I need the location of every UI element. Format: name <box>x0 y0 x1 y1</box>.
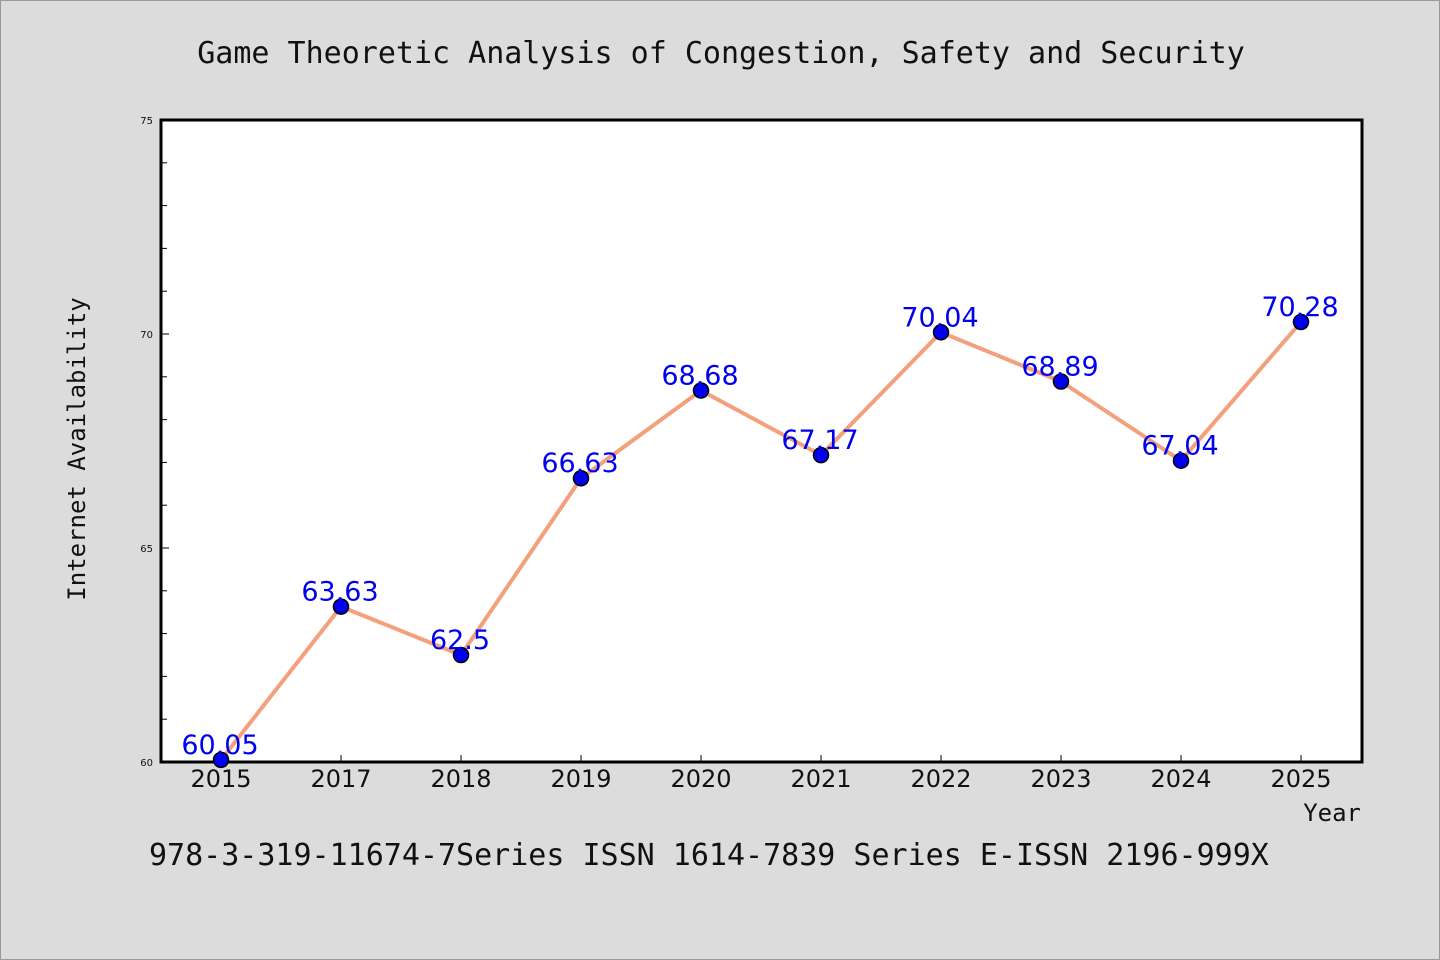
x-tick-label: 2024 <box>1150 765 1211 793</box>
data-point <box>332 598 350 615</box>
data-label: 66.63 <box>541 448 618 479</box>
x-tick-label: 2023 <box>1030 765 1091 793</box>
data-labels: 60.05 63.63 62.5 66.63 68.68 67.17 70.04 68.89 6… <box>181 292 1338 761</box>
data-label: 63.63 <box>301 577 378 608</box>
series-line-group <box>219 320 1303 762</box>
data-label: 68.68 <box>661 360 738 391</box>
data-label: 67.04 <box>1141 431 1218 462</box>
x-axis-label: Year <box>1303 799 1361 827</box>
x-tick-label: 2019 <box>550 765 611 793</box>
y-tick-label: 60 <box>140 758 153 769</box>
data-label: 62.5 <box>430 625 490 656</box>
data-label: 60.05 <box>181 730 258 761</box>
x-tick-label: 2025 <box>1270 765 1331 793</box>
data-markers <box>212 313 1310 769</box>
x-tick-label: 2018 <box>430 765 491 793</box>
footer-isbn-issn: 978-3-319-11674-7Series ISSN 1614-7839 S… <box>149 838 1269 873</box>
data-point <box>1172 452 1190 469</box>
x-tick-label: 2020 <box>670 765 731 793</box>
data-point <box>812 446 830 464</box>
chart-title: Game Theoretic Analysis of Congestion, S… <box>197 36 1245 71</box>
x-tick-label: 2021 <box>790 765 851 793</box>
x-axis: 2015 2017 2018 2019 2020 2021 2022 2023 2024 2025 <box>190 755 1332 793</box>
x-tick-label: 2022 <box>910 765 971 793</box>
data-point <box>452 646 470 664</box>
y-tick-label: 70 <box>140 330 153 341</box>
data-label: 68.89 <box>1021 352 1098 383</box>
data-point <box>572 469 590 487</box>
data-label: 70.04 <box>901 302 978 333</box>
y-axis: 60 65 70 75 <box>140 116 169 769</box>
data-label: 70.28 <box>1261 292 1338 323</box>
y-axis-label: Internet Availability <box>63 297 91 600</box>
series-line <box>219 320 1303 762</box>
x-tick-label: 2015 <box>190 765 251 793</box>
data-point <box>212 751 230 769</box>
plot-area <box>159 118 1364 764</box>
data-label: 67.17 <box>781 425 858 456</box>
data-point <box>692 382 710 399</box>
x-tick-label: 2017 <box>310 765 371 793</box>
data-point <box>932 324 950 341</box>
y-tick-label: 75 <box>140 116 153 127</box>
data-point <box>1292 313 1310 331</box>
y-tick-label: 65 <box>140 544 153 555</box>
data-point <box>1052 373 1070 390</box>
